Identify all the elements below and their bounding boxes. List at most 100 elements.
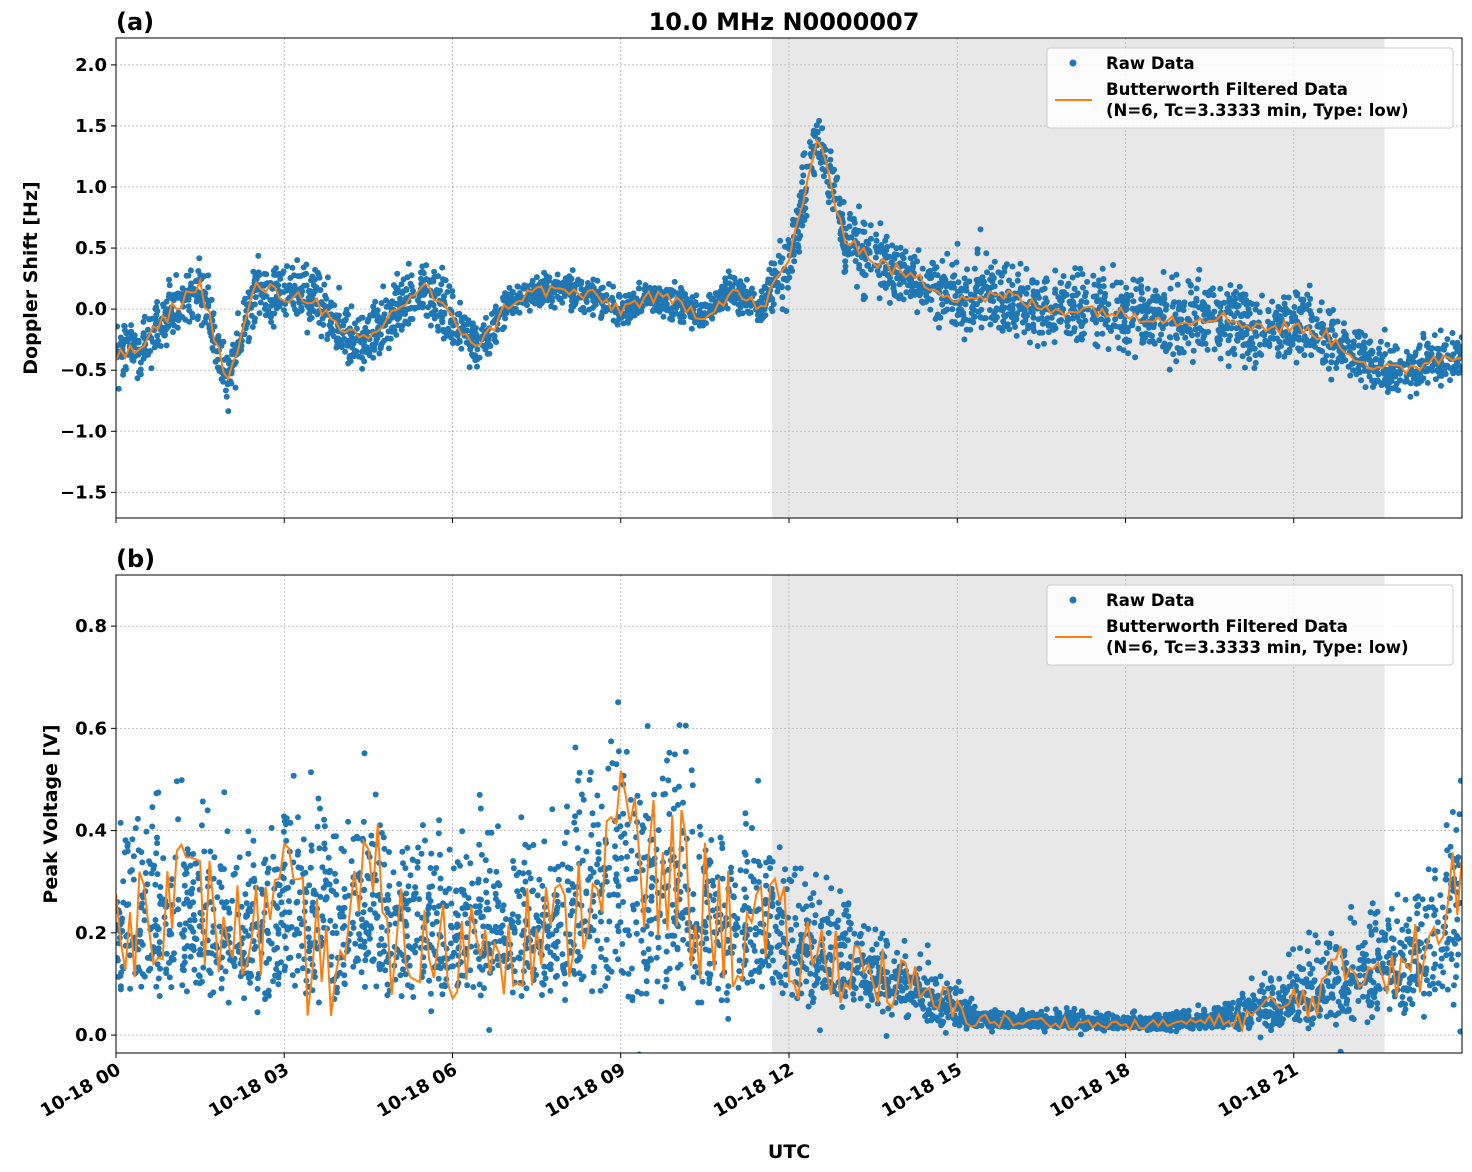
raw-data-point [1457, 369, 1462, 376]
raw-data-point [307, 864, 314, 871]
raw-data-point [536, 302, 543, 309]
raw-data-point [224, 828, 231, 835]
raw-data-point [437, 875, 444, 882]
raw-data-point [587, 873, 594, 880]
raw-data-point [142, 352, 149, 359]
raw-data-point [138, 983, 145, 990]
raw-data-point [1039, 309, 1046, 316]
raw-data-point [293, 926, 300, 933]
raw-data-point [139, 941, 146, 948]
raw-data-point [480, 923, 487, 930]
raw-data-point [900, 255, 907, 262]
raw-data-point [248, 312, 255, 319]
raw-data-point [187, 267, 194, 274]
raw-data-point [424, 910, 431, 917]
raw-data-point [619, 941, 626, 947]
raw-data-point [1285, 330, 1292, 337]
raw-data-point [187, 887, 194, 894]
raw-data-point [706, 291, 713, 298]
raw-data-point [435, 903, 442, 910]
raw-data-point [127, 335, 134, 342]
raw-data-point [1108, 328, 1114, 334]
raw-data-point [647, 300, 654, 307]
raw-data-point [1077, 265, 1084, 272]
raw-data-point [914, 309, 921, 316]
raw-data-point [406, 962, 413, 969]
raw-data-point [275, 981, 282, 988]
raw-data-point [408, 983, 415, 990]
raw-data-point [606, 918, 613, 925]
raw-data-point [405, 906, 411, 913]
raw-data-point [127, 985, 134, 992]
raw-data-point [399, 848, 406, 855]
raw-data-point [309, 273, 316, 280]
raw-data-point [551, 866, 558, 873]
raw-data-point [935, 285, 942, 292]
raw-data-point [1201, 311, 1208, 318]
raw-data-point [262, 996, 268, 1003]
raw-data-point [1160, 299, 1167, 306]
raw-data-point [140, 330, 147, 337]
raw-data-point [1221, 299, 1228, 306]
raw-data-point [418, 850, 425, 857]
raw-data-point [477, 805, 484, 812]
raw-data-point [476, 981, 483, 988]
raw-data-point [990, 275, 997, 281]
raw-data-point [151, 923, 157, 930]
raw-data-point [1023, 265, 1030, 272]
raw-data-point [1130, 276, 1137, 283]
raw-data-point [580, 796, 587, 803]
raw-data-point [218, 376, 225, 383]
raw-data-point [1097, 288, 1104, 295]
raw-data-point [813, 122, 820, 129]
raw-data-point [509, 911, 516, 918]
raw-data-point [118, 338, 125, 345]
raw-data-point [298, 865, 305, 872]
raw-data-point [136, 927, 143, 934]
raw-data-point [258, 291, 265, 298]
raw-data-point [644, 906, 651, 913]
raw-data-point [201, 319, 208, 326]
raw-data-point [817, 154, 824, 161]
raw-data-point [1135, 325, 1142, 332]
raw-data-point [275, 930, 282, 937]
raw-data-point [383, 958, 390, 965]
raw-data-point [358, 314, 365, 321]
raw-data-point [1306, 282, 1313, 289]
raw-data-point [1227, 310, 1234, 317]
raw-data-point [394, 270, 401, 277]
raw-data-point [1366, 339, 1372, 346]
raw-data-point [671, 786, 678, 793]
raw-data-point [1230, 345, 1237, 352]
raw-data-point [822, 146, 829, 153]
raw-data-point [648, 916, 655, 923]
raw-data-point [439, 991, 446, 998]
raw-data-point [1281, 294, 1287, 301]
raw-data-point [1140, 307, 1147, 314]
raw-data-point [627, 796, 634, 803]
raw-data-point [1330, 319, 1337, 326]
chart-title: 10.0 MHz N0000007 [649, 8, 920, 36]
raw-data-point [742, 810, 749, 817]
raw-data-point [339, 925, 346, 931]
raw-data-point [539, 980, 546, 986]
raw-data-point [236, 854, 243, 861]
raw-data-point [197, 946, 204, 953]
raw-data-point [598, 918, 604, 925]
raw-data-point [671, 278, 678, 285]
raw-data-point [552, 943, 559, 950]
raw-data-point [559, 951, 566, 958]
raw-data-point [1029, 277, 1036, 284]
raw-data-point [615, 928, 622, 935]
raw-data-point [179, 314, 186, 321]
raw-data-point [978, 306, 985, 313]
raw-data-point [175, 906, 181, 913]
raw-data-point [1094, 331, 1101, 337]
raw-data-point [697, 831, 704, 838]
raw-data-point [347, 352, 353, 359]
raw-data-point [1156, 337, 1163, 344]
raw-data-point [801, 150, 808, 157]
raw-data-point [1128, 292, 1135, 299]
raw-data-point [1112, 316, 1119, 323]
raw-data-point [594, 861, 601, 868]
